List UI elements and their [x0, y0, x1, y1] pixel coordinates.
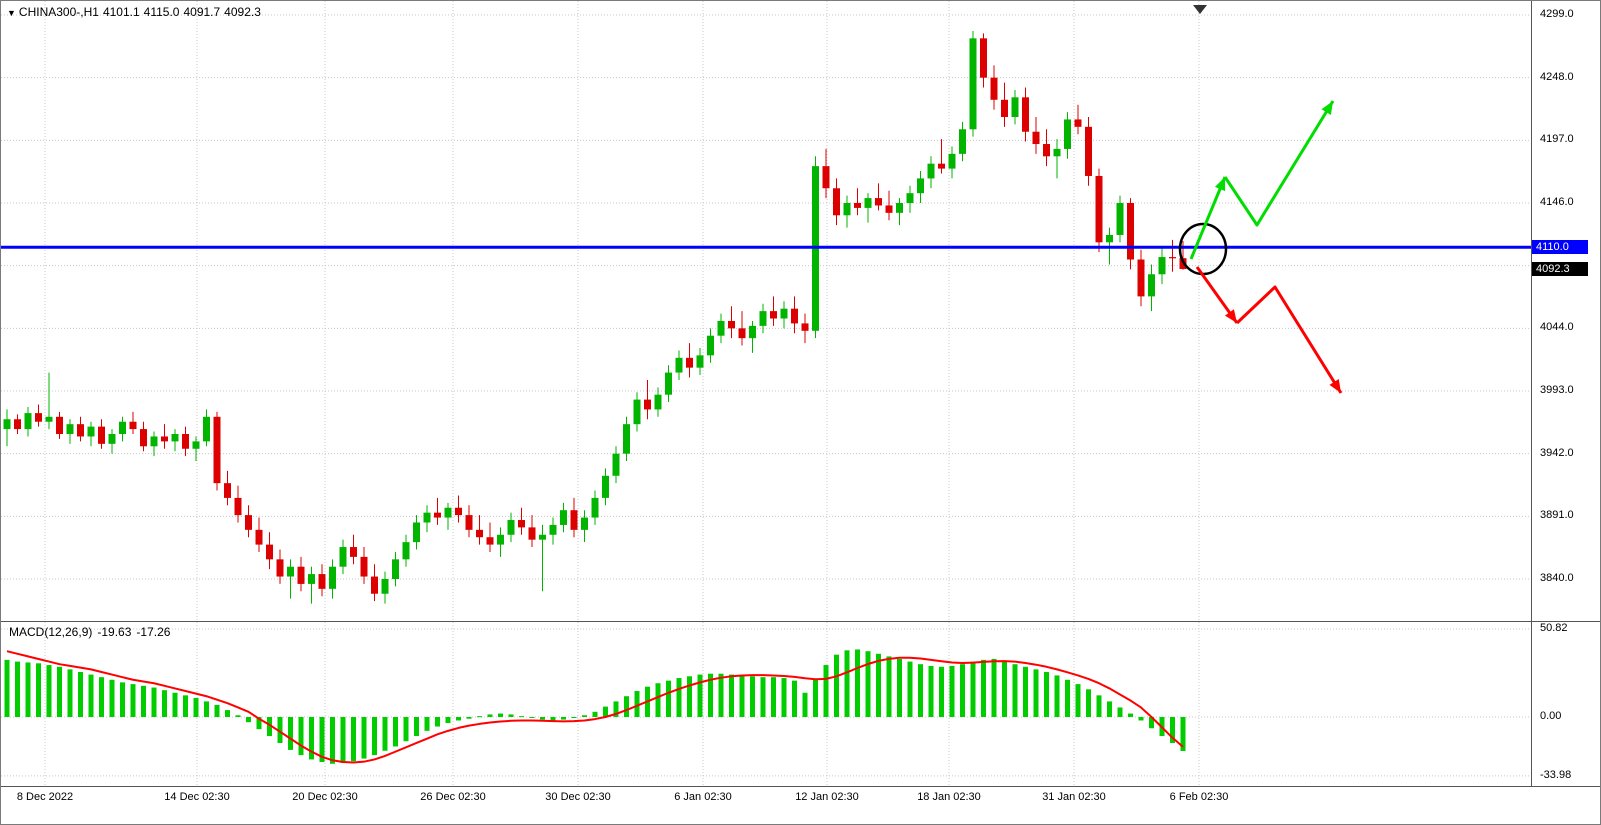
time-axis-label: 8 Dec 2022 [16, 791, 74, 803]
price-axis-label: 4299.0 [1540, 8, 1574, 20]
time-axis-separator [1, 786, 1600, 787]
time-axis-label: 26 Dec 02:30 [420, 791, 486, 803]
macd-axis-label: -33.98 [1540, 768, 1572, 781]
price-axis-separator [1531, 1, 1532, 787]
macd-signal-line [6, 650, 1184, 764]
price-axis-label: 3840.0 [1540, 572, 1574, 584]
price-axis-label: 4044.0 [1540, 321, 1574, 334]
time-axis-label: 20 Dec 02:30 [292, 791, 358, 803]
macd-indicator-canvas[interactable] [1, 622, 1531, 786]
time-axis-label: 6 Jan 02:30 [674, 791, 732, 803]
arrowhead-icon [1214, 177, 1226, 192]
macd-indicator-label: MACD(12,26,9) -19.63 -17.26 [9, 625, 175, 639]
up-trend-arrow-annotation[interactable] [1223, 100, 1335, 227]
macd-name: MACD(12,26,9) [9, 625, 93, 639]
dropdown-triangle-icon[interactable]: ▼ [7, 8, 16, 18]
time-axis-label: 30 Dec 02:30 [545, 791, 611, 803]
time-axis[interactable]: 8 Dec 2022 14 Dec 02:30 20 Dec 02:30 26 Dec… [1, 787, 1600, 824]
macd-signal-value: -17.26 [136, 625, 171, 639]
price-axis[interactable]: 4110.0 4092.3 4299.0 4248.0 4197.0 4146.0 40… [1532, 1, 1600, 824]
price-axis-label: 3993.0 [1540, 384, 1574, 396]
macd-panel-separator[interactable] [1, 621, 1600, 622]
time-axis-label: 12 Jan 02:30 [795, 791, 859, 803]
main-chart-canvas[interactable] [1, 1, 1531, 621]
up-trend-arrow-annotation[interactable] [1189, 176, 1227, 260]
macd-axis-label: 0.00 [1540, 710, 1562, 722]
macd-histogram [4, 649, 1186, 764]
macd-axis-label: 50.82 [1540, 622, 1568, 634]
price-axis-label: 4197.0 [1540, 133, 1574, 146]
ohlc-high: 4115.0 [143, 5, 180, 19]
symbol-label: CHINA300-,H1 [18, 5, 99, 19]
arrowhead-icon [1329, 379, 1341, 393]
chart-shift-marker-icon[interactable] [1193, 5, 1207, 14]
ohlc-open: 4101.1 [102, 5, 140, 19]
symbol-ohlc-bar: ▼ CHINA300-,H1 4101.1 4115.0 4091.7 4092.3 [7, 5, 265, 19]
price-axis-label: 3942.0 [1540, 446, 1574, 459]
macd-main-value: -19.63 [97, 625, 132, 639]
ohlc-low: 4091.7 [183, 5, 221, 19]
arrowhead-icon [1224, 309, 1237, 323]
price-axis-label: 3891.0 [1540, 509, 1574, 522]
time-axis-label: 14 Dec 02:30 [164, 791, 230, 803]
time-axis-label: 31 Jan 02:30 [1042, 791, 1106, 803]
ohlc-close: 4092.3 [224, 5, 261, 19]
price-axis-label: 4248.0 [1540, 70, 1574, 83]
hline-price-badge: 4110.0 [1532, 240, 1588, 255]
down-trend-arrow-annotation[interactable] [1235, 285, 1343, 394]
price-axis-label: 4146.0 [1540, 196, 1574, 208]
time-axis-label: 18 Jan 02:30 [917, 791, 981, 803]
candles [3, 30, 1187, 604]
arrowhead-icon [1321, 101, 1333, 115]
time-axis-label: 6 Feb 02:30 [1169, 791, 1229, 803]
current-price-badge: 4092.3 [1532, 261, 1588, 276]
